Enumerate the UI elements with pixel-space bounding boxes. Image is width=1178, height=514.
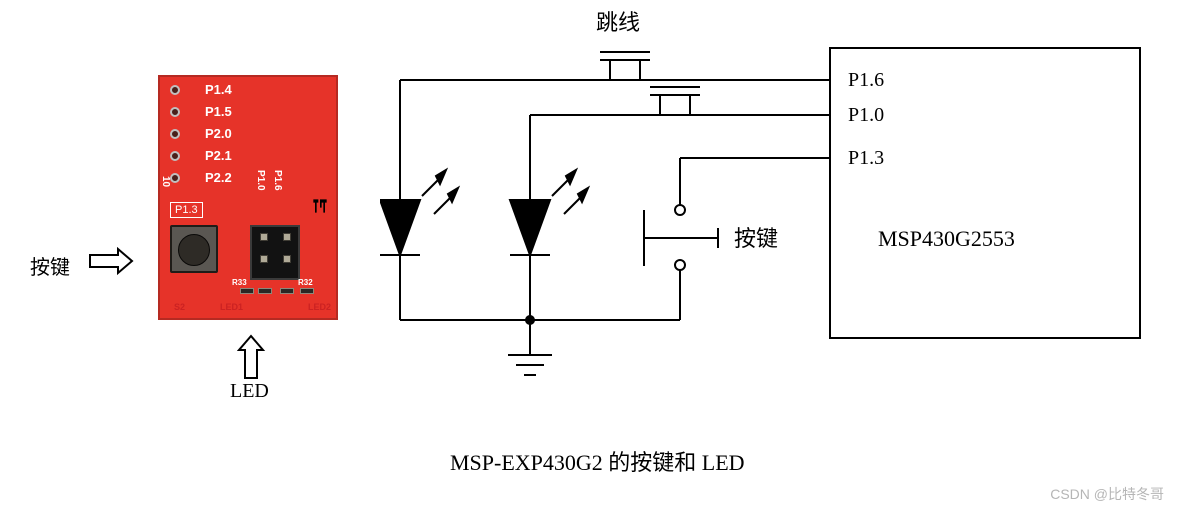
jumper-symbol <box>650 87 700 115</box>
chip-label: MSP430G2553 <box>878 226 1015 251</box>
silk-led2: LED2 <box>308 302 331 312</box>
silk-pin-label: P1.5 <box>205 104 232 119</box>
through-hole <box>170 173 180 183</box>
through-hole <box>170 85 180 95</box>
jumper-header <box>250 225 300 280</box>
chip-box <box>830 48 1140 338</box>
silk-r33: R33 <box>232 278 247 287</box>
schematic-svg: 跳线 按键 P1.6 P1.0 P1.3 MSP430G2553 <box>380 0 1170 420</box>
smd-mid <box>280 288 294 294</box>
silk-pin-label: P2.2 <box>205 170 232 185</box>
smd-r33 <box>240 288 254 294</box>
silk-p13-box: P1.3 <box>170 202 203 218</box>
figure-caption: MSP-EXP430G2 的按键和 LED <box>450 445 745 477</box>
silk-jumper-label: P1.6 <box>272 170 283 191</box>
annotation-button-label: 按键 <box>30 251 70 280</box>
silk-s2: S2 <box>174 302 185 312</box>
silk-pin-label: P1.4 <box>205 82 232 97</box>
led-symbol <box>380 200 420 255</box>
silk-label: 10 <box>160 176 171 187</box>
jumper-symbol <box>600 52 650 80</box>
watermark: CSDN @比特冬哥 <box>1050 484 1164 504</box>
arrow-right-icon <box>86 247 136 277</box>
jumper-pin <box>283 233 291 241</box>
silk-jumper-label: P1.0 <box>255 170 266 191</box>
silk-pin-label: P2.1 <box>205 148 232 163</box>
annotation-led-label: LED <box>230 380 269 403</box>
tactile-pushbutton <box>170 225 218 273</box>
through-hole <box>170 107 180 117</box>
schematic-jumper-label: 跳线 <box>596 10 640 35</box>
led-symbol <box>510 200 550 255</box>
jumper-pin <box>260 233 268 241</box>
jumper-pin <box>260 255 268 263</box>
smd-mid <box>258 288 272 294</box>
smd-r32 <box>300 288 314 294</box>
pin-p10: P1.0 <box>848 104 884 126</box>
silk-led1: LED1 <box>220 302 243 312</box>
through-hole <box>170 129 180 139</box>
silk-r32: R32 <box>298 278 313 287</box>
through-hole <box>170 151 180 161</box>
jumper-pin <box>283 255 291 263</box>
schematic-button-label: 按键 <box>734 226 778 251</box>
pin-p16: P1.6 <box>848 69 884 91</box>
silk-pin-label: P2.0 <box>205 126 232 141</box>
pin-p13: P1.3 <box>848 147 884 169</box>
arrow-up-icon <box>237 332 267 382</box>
ti-logo-icon <box>310 196 330 221</box>
